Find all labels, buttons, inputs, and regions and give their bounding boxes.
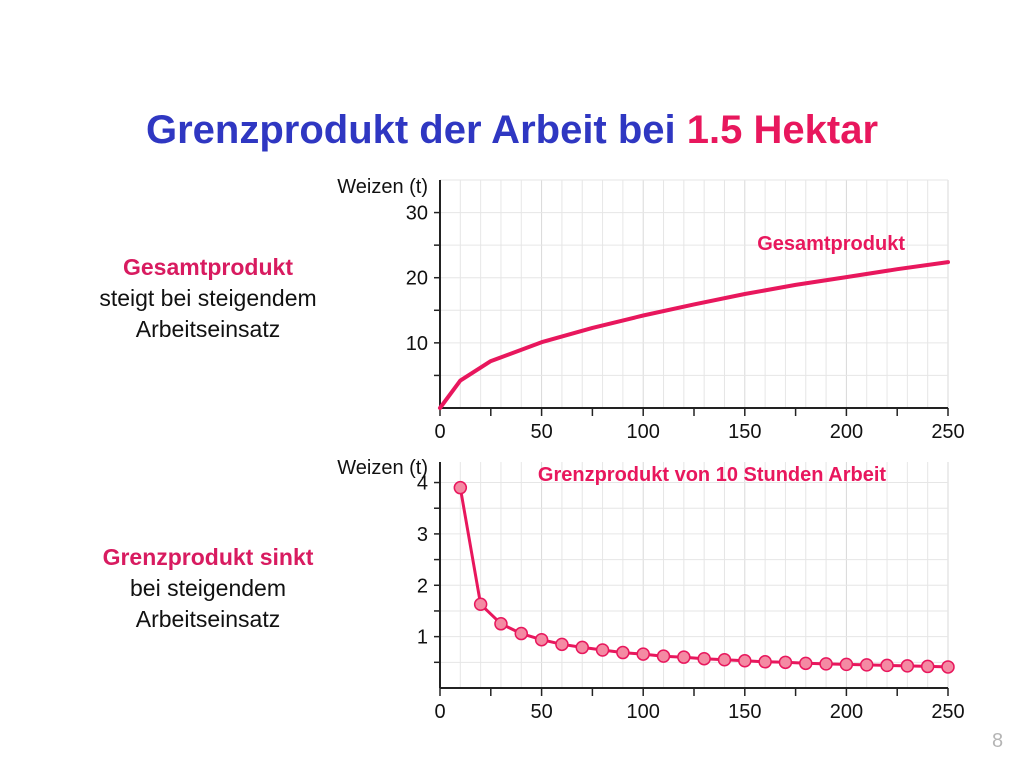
x-tick-label: 250	[931, 421, 964, 443]
side-note-top-line1: steigt bei steigendem	[99, 285, 317, 311]
y-tick-label: 1	[417, 627, 428, 649]
data-point	[819, 657, 833, 671]
side-note-top-highlight: Gesamtprodukt	[123, 254, 293, 280]
x-tick-label: 0	[434, 421, 445, 443]
data-point	[900, 659, 915, 673]
data-point	[575, 640, 589, 655]
data-point	[453, 480, 468, 495]
title-accent: 1.5 Hektar	[686, 108, 879, 152]
x-tick-label: 200	[830, 421, 863, 443]
side-note-top-line2: Arbeitseinsatz	[135, 316, 281, 342]
data-point	[473, 597, 488, 612]
y-tick-label: 30	[406, 203, 428, 225]
data-point	[920, 659, 935, 674]
title-main: Grenzprodukt der Arbeit bei	[145, 108, 687, 152]
page-number: 8	[992, 730, 1004, 752]
y-axis-label: Weizen (t)	[337, 457, 428, 479]
data-point	[859, 658, 874, 672]
side-note-bottom-line1: bei steigendem	[130, 575, 286, 601]
data-point	[717, 653, 732, 667]
data-point	[758, 655, 772, 669]
data-point	[677, 650, 691, 664]
y-tick-label: 10	[406, 333, 428, 355]
x-tick-label: 150	[728, 421, 761, 443]
data-point	[738, 654, 752, 668]
x-tick-label: 250	[931, 701, 964, 723]
x-tick-label: 100	[627, 701, 660, 723]
series-label: Grenzprodukt von 10 Stunden Arbeit	[538, 464, 887, 486]
data-point	[941, 660, 955, 674]
data-point	[555, 637, 569, 652]
x-tick-label: 150	[728, 701, 761, 723]
data-point	[514, 626, 529, 641]
slide-title: Grenzprodukt der Arbeit bei 1.5 Hektar	[0, 108, 1024, 153]
data-point	[778, 655, 793, 670]
side-note-bottom: Grenzprodukt sinkt bei steigendem Arbeit…	[58, 542, 358, 635]
y-tick-label: 3	[417, 524, 428, 546]
data-point	[534, 632, 549, 647]
x-tick-label: 50	[530, 421, 552, 443]
y-tick-label: 2	[417, 575, 428, 597]
data-point	[636, 647, 650, 661]
x-tick-label: 0	[434, 701, 445, 723]
data-point	[595, 643, 610, 657]
side-note-bottom-highlight: Grenzprodukt sinkt	[102, 544, 314, 570]
data-point	[799, 656, 813, 671]
side-note-bottom-line2: Arbeitseinsatz	[135, 606, 281, 632]
x-tick-label: 100	[627, 421, 660, 443]
data-point	[656, 649, 671, 663]
data-point	[839, 657, 854, 672]
y-tick-label: 4	[417, 473, 428, 495]
data-point	[494, 617, 508, 631]
data-point	[616, 645, 630, 660]
data-point	[697, 651, 711, 666]
y-tick-label: 20	[406, 268, 428, 290]
data-point	[880, 658, 894, 673]
side-note-top: Gesamtprodukt steigt bei steigendem Arbe…	[58, 252, 358, 345]
x-tick-label: 200	[830, 701, 863, 723]
y-axis-label: Weizen (t)	[337, 176, 428, 198]
series-label: Gesamtprodukt	[757, 233, 905, 255]
x-tick-label: 50	[530, 701, 552, 723]
series-line	[438, 260, 950, 410]
